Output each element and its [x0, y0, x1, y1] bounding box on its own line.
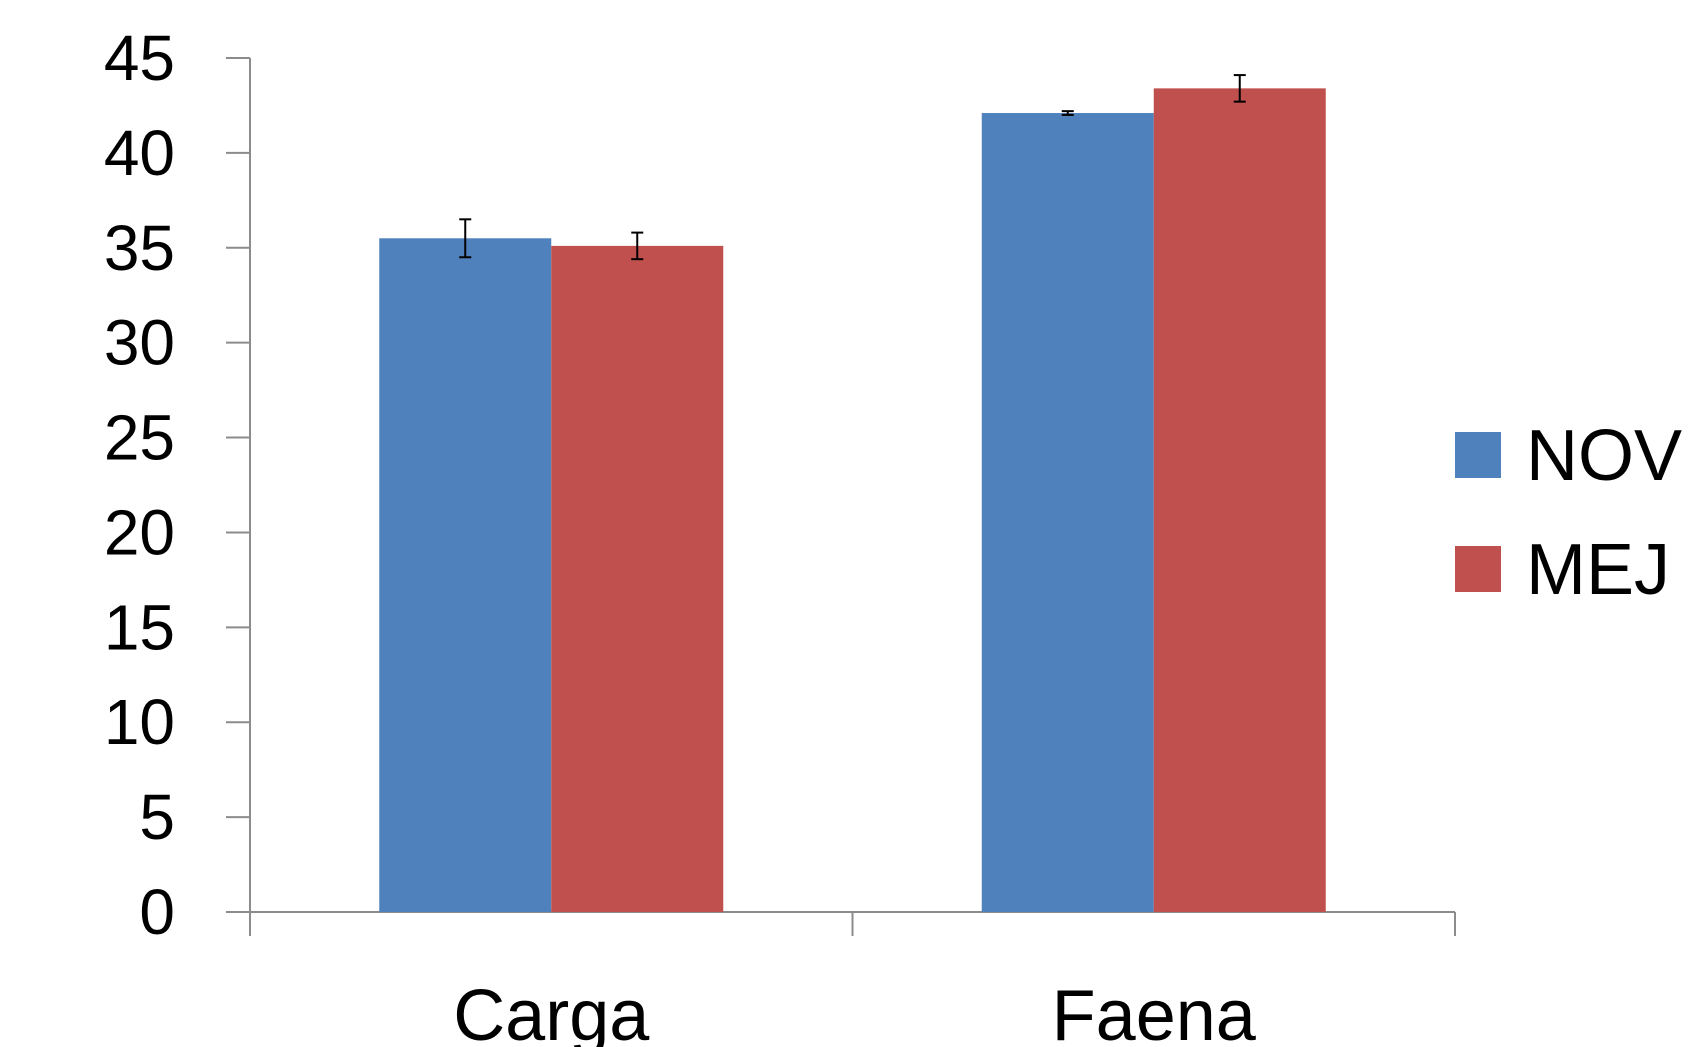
legend-label-nov: NOV	[1526, 416, 1682, 496]
y-tick-label: 45	[104, 22, 175, 94]
error-bar	[1061, 110, 1074, 116]
y-axis: 0 5 10 15 20 25 30 35 40 45	[104, 22, 251, 948]
error-bar	[631, 231, 644, 261]
y-tick-label: 10	[104, 686, 175, 758]
y-tick-label: 25	[104, 402, 175, 474]
legend-swatch-nov	[1455, 432, 1501, 478]
x-category-label: Faena	[1052, 976, 1257, 1047]
error-bar	[1233, 74, 1246, 103]
bar-nov-faena	[981, 113, 1154, 913]
x-category-label: Carga	[453, 976, 650, 1047]
x-axis: Carga Faena	[226, 911, 1456, 1047]
y-tick-label: 15	[104, 591, 175, 663]
bar-mej-carga	[551, 245, 724, 912]
y-tick-label: 40	[104, 117, 175, 189]
y-tick-label: 30	[104, 307, 175, 379]
error-bar	[459, 218, 472, 259]
legend-swatch-mej	[1455, 546, 1501, 592]
y-tick-label: 0	[139, 876, 175, 948]
y-tick-label: 5	[139, 781, 175, 853]
y-tick-label: 35	[104, 212, 175, 284]
error-bars	[459, 74, 1246, 261]
legend-label-mej: MEJ	[1526, 530, 1670, 610]
bars	[379, 88, 1326, 913]
y-tick-label: 20	[104, 496, 175, 568]
bar-nov-carga	[379, 238, 552, 913]
legend: NOV MEJ	[1455, 416, 1682, 610]
bar-mej-faena	[1153, 88, 1326, 912]
